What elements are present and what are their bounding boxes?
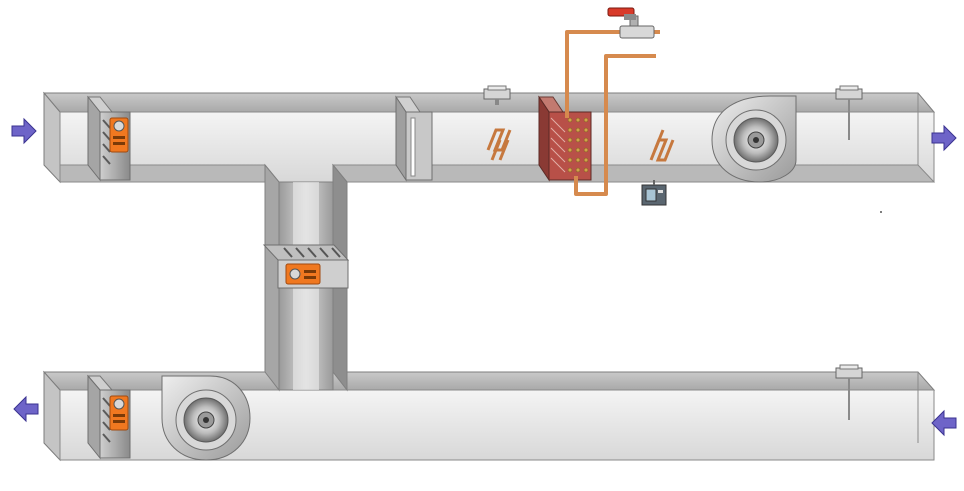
water-coil (538, 95, 592, 182)
return-fan (161, 375, 251, 461)
exhaust-air-outlet-arrow (13, 395, 39, 423)
electric-heater (486, 128, 512, 161)
return-duct-sensor (835, 364, 863, 420)
return-air-inlet-arrow (931, 409, 957, 437)
exhaust-air-damper-actuator (109, 395, 129, 431)
frost-protection-heater (649, 129, 675, 162)
supply-fan (711, 95, 797, 183)
supply-duct-sensor (835, 85, 863, 140)
mixing-damper-actuator (285, 263, 321, 285)
supply-air-outlet-arrow (931, 124, 957, 152)
supply-temperature-sensor (483, 85, 511, 105)
control-box (641, 180, 667, 206)
outside-air-inlet-arrow (11, 117, 37, 145)
outside-air-damper-actuator (109, 117, 129, 153)
stray-dot (880, 211, 882, 213)
air-filter (395, 95, 433, 182)
supply-duct (42, 91, 936, 184)
coil-valve (607, 7, 655, 39)
coil-pipes (565, 30, 660, 196)
exhaust-air-damper (86, 374, 131, 460)
